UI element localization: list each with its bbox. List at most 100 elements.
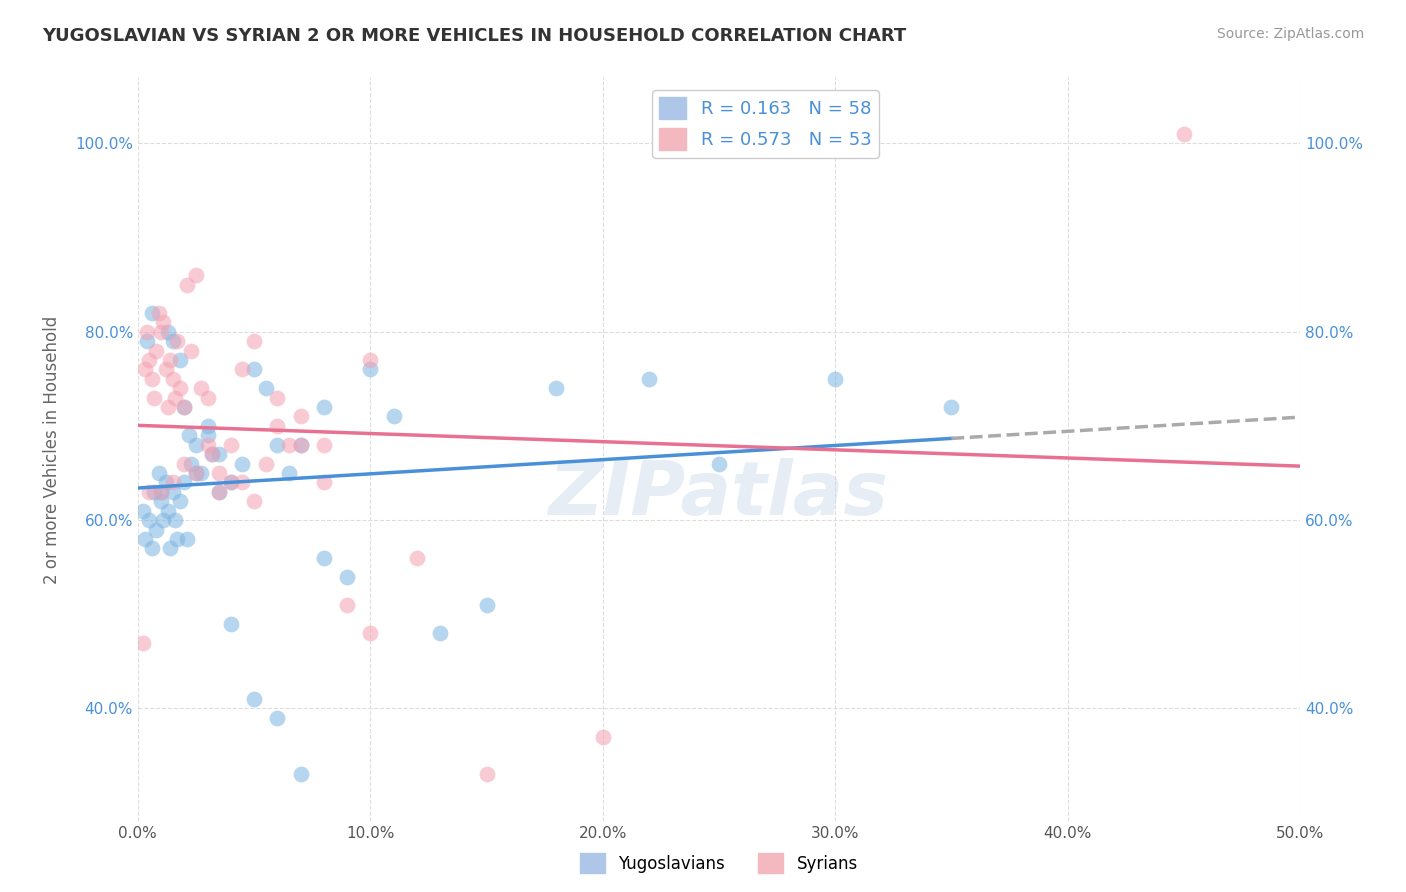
Point xyxy=(184,268,207,283)
Point xyxy=(152,513,174,527)
Point xyxy=(138,484,160,499)
Point xyxy=(143,391,166,405)
Point xyxy=(190,381,212,395)
Point xyxy=(219,475,242,490)
Point xyxy=(208,447,231,461)
Point xyxy=(405,550,427,565)
Point xyxy=(134,532,156,546)
Point xyxy=(165,513,187,527)
Point xyxy=(475,598,498,612)
Point xyxy=(219,475,242,490)
Point xyxy=(134,362,156,376)
Point xyxy=(176,277,198,292)
Point xyxy=(243,334,266,348)
Point xyxy=(180,343,202,358)
Point xyxy=(169,381,191,395)
Point xyxy=(208,484,231,499)
Point xyxy=(173,457,195,471)
Point xyxy=(150,484,173,499)
Point xyxy=(290,409,312,424)
Point xyxy=(157,503,180,517)
Point xyxy=(177,428,200,442)
Point xyxy=(159,541,181,556)
Point xyxy=(312,475,335,490)
Point xyxy=(180,457,202,471)
Point xyxy=(150,494,173,508)
Point xyxy=(143,484,166,499)
Point xyxy=(162,475,184,490)
Point xyxy=(197,391,219,405)
Point xyxy=(138,513,160,527)
Point xyxy=(266,438,288,452)
Point xyxy=(141,306,163,320)
Point xyxy=(201,447,224,461)
Point xyxy=(150,325,173,339)
Point xyxy=(197,428,219,442)
Point xyxy=(136,334,159,348)
Point xyxy=(148,466,170,480)
Point xyxy=(1173,127,1195,141)
Point xyxy=(266,391,288,405)
Point xyxy=(145,343,167,358)
Point xyxy=(169,494,191,508)
Point xyxy=(166,334,188,348)
Point xyxy=(359,353,381,368)
Point xyxy=(312,438,335,452)
Point xyxy=(136,325,159,339)
Point xyxy=(131,503,153,517)
Text: ZIPatlas: ZIPatlas xyxy=(548,458,889,531)
Point xyxy=(165,391,187,405)
Point xyxy=(138,353,160,368)
Point xyxy=(254,457,277,471)
Point xyxy=(162,334,184,348)
Legend: R = 0.163   N = 58, R = 0.573   N = 53: R = 0.163 N = 58, R = 0.573 N = 53 xyxy=(652,90,879,158)
Point xyxy=(155,475,177,490)
Point xyxy=(266,418,288,433)
Point xyxy=(475,767,498,781)
Point xyxy=(243,362,266,376)
Point xyxy=(429,626,451,640)
Point xyxy=(243,494,266,508)
Point xyxy=(162,484,184,499)
Point xyxy=(312,550,335,565)
Point xyxy=(231,457,253,471)
Point xyxy=(197,438,219,452)
Point xyxy=(231,475,253,490)
Point xyxy=(359,362,381,376)
Point xyxy=(707,457,730,471)
Point xyxy=(145,523,167,537)
Point xyxy=(173,400,195,414)
Point xyxy=(141,541,163,556)
Y-axis label: 2 or more Vehicles in Household: 2 or more Vehicles in Household xyxy=(44,316,60,583)
Point xyxy=(254,381,277,395)
Point xyxy=(173,400,195,414)
Point xyxy=(290,767,312,781)
Point xyxy=(312,400,335,414)
Point xyxy=(148,306,170,320)
Text: YUGOSLAVIAN VS SYRIAN 2 OR MORE VEHICLES IN HOUSEHOLD CORRELATION CHART: YUGOSLAVIAN VS SYRIAN 2 OR MORE VEHICLES… xyxy=(42,27,907,45)
Point xyxy=(638,372,661,386)
Point xyxy=(201,447,224,461)
Point xyxy=(290,438,312,452)
Point xyxy=(219,438,242,452)
Point xyxy=(290,438,312,452)
Point xyxy=(155,362,177,376)
Point xyxy=(197,418,219,433)
Point xyxy=(278,438,301,452)
Point xyxy=(824,372,846,386)
Point xyxy=(208,466,231,480)
Point xyxy=(141,372,163,386)
Point xyxy=(266,711,288,725)
Point xyxy=(359,626,381,640)
Point xyxy=(157,400,180,414)
Point xyxy=(169,353,191,368)
Point xyxy=(336,598,359,612)
Point xyxy=(157,325,180,339)
Point xyxy=(184,466,207,480)
Point xyxy=(184,438,207,452)
Point xyxy=(592,730,614,744)
Point xyxy=(162,372,184,386)
Point xyxy=(208,484,231,499)
Point xyxy=(336,569,359,583)
Point xyxy=(278,466,301,480)
